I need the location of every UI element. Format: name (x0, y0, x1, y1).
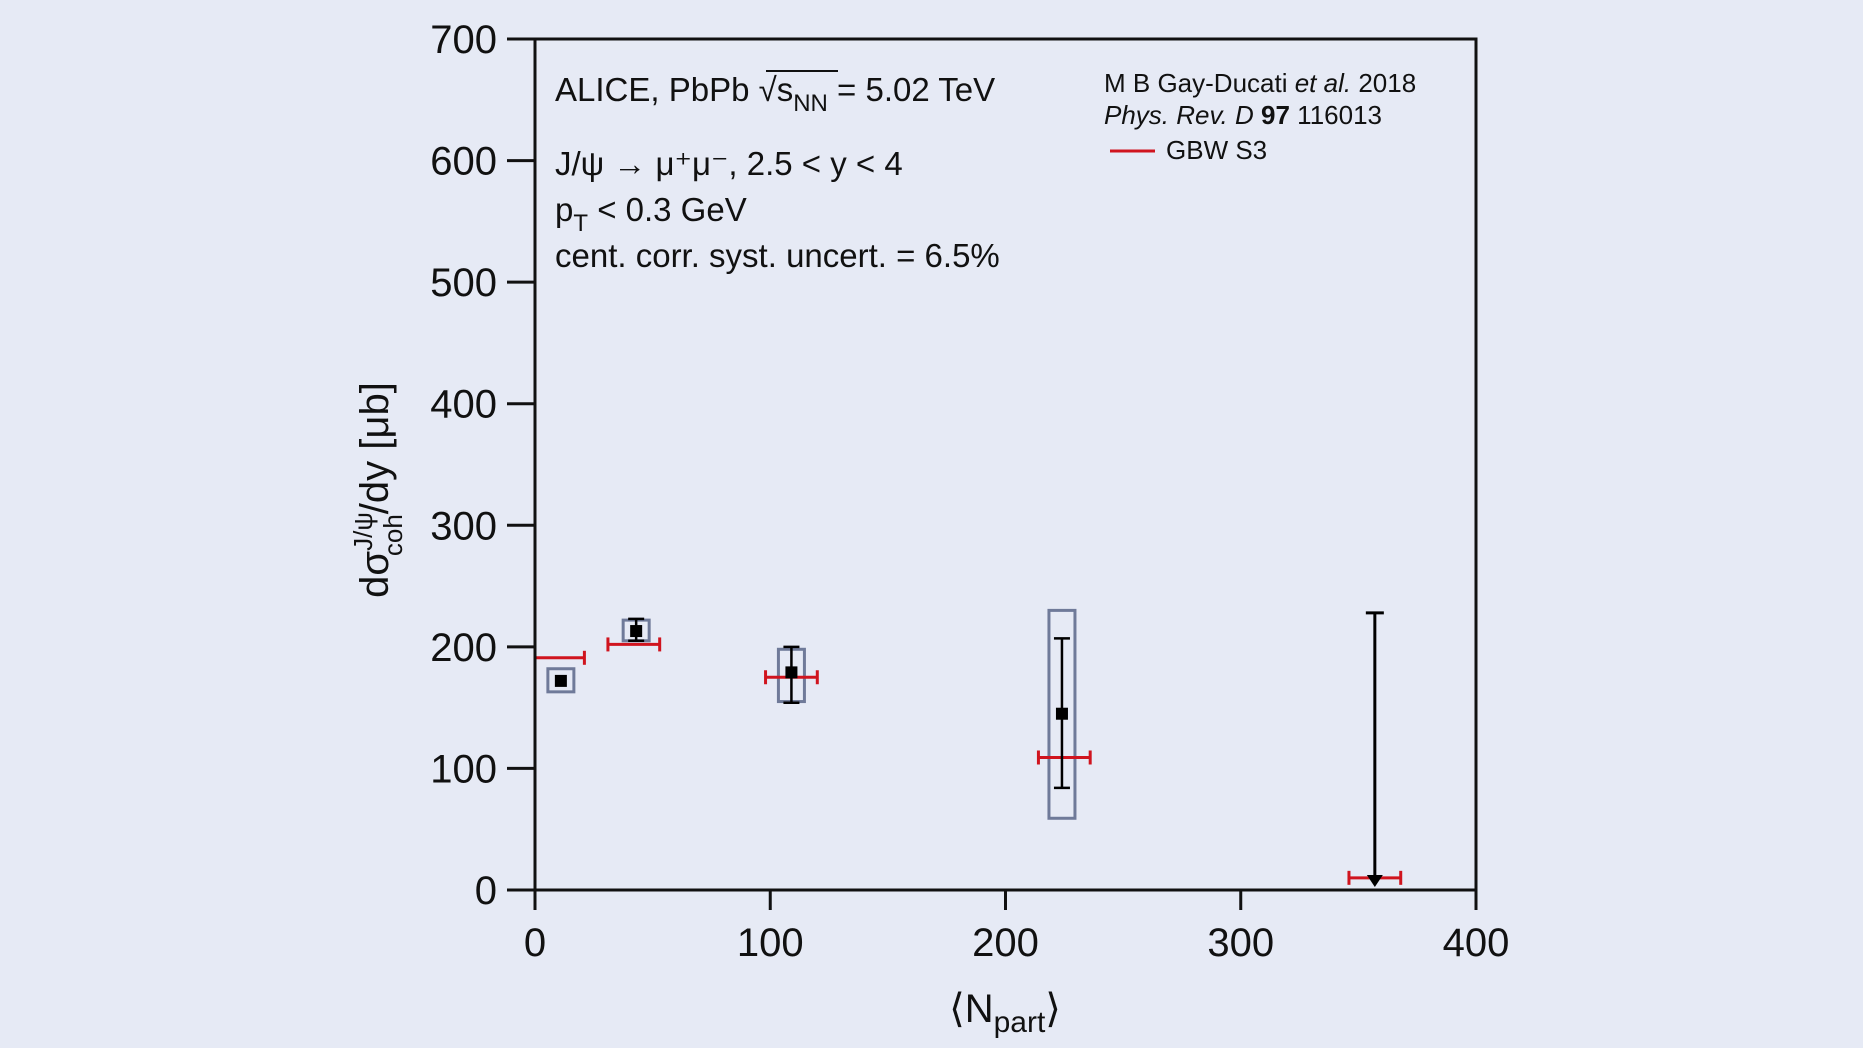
axis-ticks: 0 100 200 300 400 0 100 200 300 400 500 600 700 (430, 18, 1509, 965)
x-tick-label: 400 (1443, 921, 1510, 965)
model-bar (535, 650, 586, 665)
y-tick-label: 0 (475, 869, 497, 913)
reference-line2: Phys. Rev. D 97 116013 (1104, 100, 1382, 130)
legend-label-gbw-s3: GBW S3 (1166, 135, 1267, 165)
upper-limit-arrow (1366, 875, 1383, 887)
y-tick-label: 700 (430, 18, 497, 62)
x-tick-label: 100 (737, 921, 804, 965)
reference-line1: M B Gay-Ducati et al. 2018 (1104, 68, 1416, 98)
y-tick-label: 400 (430, 383, 497, 427)
data-point (630, 625, 643, 638)
syst-box (546, 667, 576, 694)
y-tick-label: 300 (430, 504, 497, 548)
annotation-line3: pT < 0.3 GeV (555, 191, 747, 237)
syst-box (1047, 608, 1077, 820)
y-tick-label: 200 (430, 626, 497, 670)
data-point (785, 666, 798, 679)
x-axis-label: ⟨Npart⟩ (949, 987, 1061, 1039)
annotation-line2: J/ψ → μ⁺μ⁻, 2.5 < y < 4 (555, 145, 903, 182)
y-tick-label: 100 (430, 747, 497, 791)
model-bar (606, 637, 662, 652)
annotation-line1: ALICE, PbPb √sNN = 5.02 TeV (555, 71, 995, 117)
data-point (554, 674, 567, 687)
plot-marks (535, 608, 1403, 887)
x-tick-label: 300 (1207, 921, 1274, 965)
model-bar (1036, 750, 1092, 765)
y-tick-label: 500 (430, 261, 497, 305)
y-tick-label: 600 (430, 140, 497, 184)
x-tick-label: 200 (972, 921, 1039, 965)
data-point (1055, 707, 1068, 720)
y-axis-label: dσJ/ψcoh/dy [μb] (348, 382, 408, 598)
x-tick-label: 0 (524, 921, 546, 965)
annotation-line4: cent. corr. syst. uncert. = 6.5% (555, 237, 1000, 274)
